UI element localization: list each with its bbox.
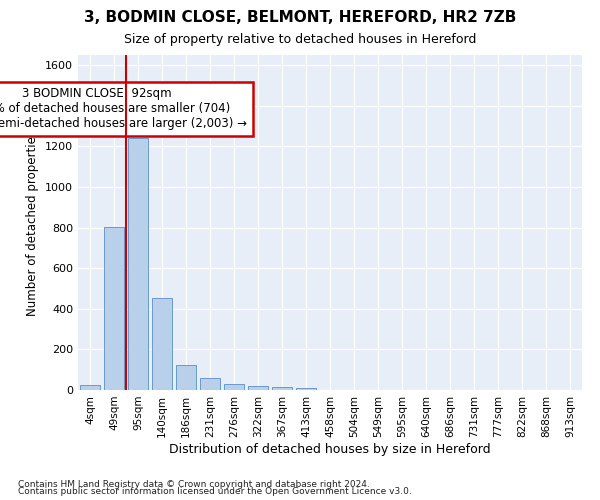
Bar — [128, 138, 148, 390]
Text: 3 BODMIN CLOSE: 92sqm
← 26% of detached houses are smaller (704)
73% of semi-det: 3 BODMIN CLOSE: 92sqm ← 26% of detached … — [0, 88, 247, 130]
Bar — [200, 378, 220, 390]
Bar — [296, 388, 316, 390]
Y-axis label: Number of detached properties: Number of detached properties — [26, 130, 40, 316]
X-axis label: Distribution of detached houses by size in Hereford: Distribution of detached houses by size … — [169, 442, 491, 456]
Text: Size of property relative to detached houses in Hereford: Size of property relative to detached ho… — [124, 32, 476, 46]
Bar — [80, 385, 100, 390]
Text: Contains HM Land Registry data © Crown copyright and database right 2024.: Contains HM Land Registry data © Crown c… — [18, 480, 370, 489]
Bar — [224, 384, 244, 390]
Text: Contains public sector information licensed under the Open Government Licence v3: Contains public sector information licen… — [18, 488, 412, 496]
Bar — [176, 364, 196, 390]
Bar — [272, 387, 292, 390]
Bar — [104, 226, 124, 390]
Text: 3, BODMIN CLOSE, BELMONT, HEREFORD, HR2 7ZB: 3, BODMIN CLOSE, BELMONT, HEREFORD, HR2 … — [84, 10, 516, 25]
Bar — [248, 386, 268, 390]
Bar — [152, 298, 172, 390]
